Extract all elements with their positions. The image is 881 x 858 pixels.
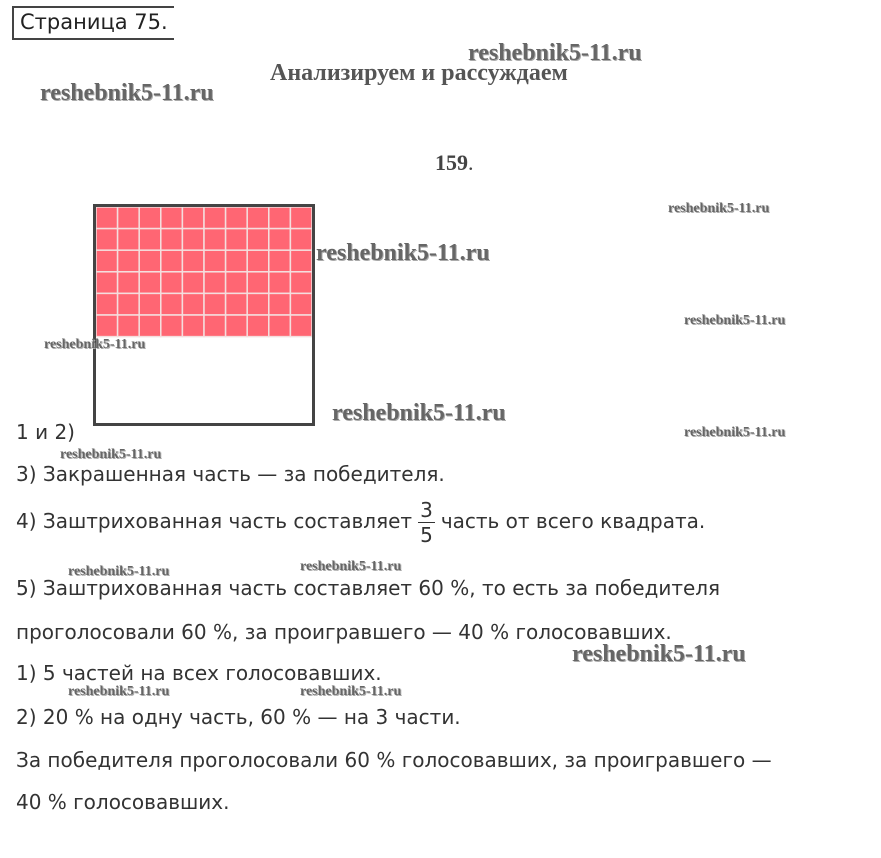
shaded-cell (203, 206, 227, 230)
solution-line-1: 1) 5 частей на всех голосовавших. (16, 661, 382, 685)
shaded-cell (268, 249, 292, 273)
exercise-number-suffix: . (468, 150, 474, 175)
shaded-cell (181, 271, 205, 295)
shaded-cell (203, 227, 227, 251)
shaded-cell (116, 314, 140, 338)
shaded-cell (160, 292, 184, 316)
watermark: reshebnik5-11.ru (668, 201, 770, 216)
line-4-after: часть от всего квадрата. (440, 509, 706, 533)
shaded-cell (268, 314, 292, 338)
shaded-cell (289, 314, 313, 338)
answer-line-5a: 5) Заштрихованная часть составляет 60 %,… (16, 576, 721, 600)
answer-line-3: 3) Закрашенная часть — за победителя. (16, 462, 445, 486)
line-4-before: 4) Заштрихованная часть составляет (16, 509, 413, 533)
shaded-cell (116, 227, 140, 251)
solution-line-2: 2) 20 % на одну часть, 60 % — на 3 части… (16, 705, 461, 729)
watermark: reshebnik5-11.ru (684, 425, 786, 440)
shaded-cell (246, 271, 270, 295)
watermark: reshebnik5-11.ru (44, 337, 146, 352)
exercise-number-value: 159 (435, 150, 468, 175)
fraction-numerator: 3 (418, 498, 435, 523)
shaded-cell (224, 206, 248, 230)
shaded-cell (160, 227, 184, 251)
shaded-cell (289, 206, 313, 230)
watermark: reshebnik5-11.ru (300, 684, 402, 699)
shaded-cell (224, 227, 248, 251)
shaded-cell (95, 206, 119, 230)
shaded-cell (95, 314, 119, 338)
watermark: reshebnik5-11.ru (572, 641, 746, 667)
shaded-cell (268, 271, 292, 295)
shaded-cell (138, 249, 162, 273)
shaded-cell (268, 227, 292, 251)
shaded-cell (203, 271, 227, 295)
shaded-cell (160, 206, 184, 230)
shaded-cell (268, 206, 292, 230)
conclusion-line-a: За победителя проголосовали 60 % голосов… (16, 748, 772, 772)
watermark: reshebnik5-11.ru (60, 447, 162, 462)
shaded-cell (246, 314, 270, 338)
shaded-cell (116, 292, 140, 316)
watermark: reshebnik5-11.ru (68, 684, 170, 699)
shaded-cell (138, 314, 162, 338)
shaded-cell (246, 292, 270, 316)
shaded-cell (289, 227, 313, 251)
shaded-cell (181, 292, 205, 316)
shaded-cell (116, 206, 140, 230)
watermark: reshebnik5-11.ru (316, 240, 490, 266)
shaded-cell (224, 271, 248, 295)
shaded-cell (116, 271, 140, 295)
watermark: reshebnik5-11.ru (40, 80, 214, 106)
shaded-cell (95, 271, 119, 295)
shaded-cell (160, 271, 184, 295)
shaded-cell (224, 249, 248, 273)
shaded-cell (138, 206, 162, 230)
fraction-denominator: 5 (420, 523, 433, 547)
watermark: reshebnik5-11.ru (332, 400, 506, 426)
shaded-cell (116, 249, 140, 273)
shaded-cell (95, 227, 119, 251)
conclusion-line-b: 40 % голосовавших. (16, 790, 230, 814)
shaded-cell (268, 292, 292, 316)
shaded-cell (203, 249, 227, 273)
shaded-cell (203, 292, 227, 316)
shaded-cell (203, 314, 227, 338)
watermark: reshebnik5-11.ru (684, 313, 786, 328)
shaded-cell (224, 314, 248, 338)
answer-line-4: 4) Заштрихованная часть составляет 3 5 част… (16, 498, 705, 547)
voting-square-figure (93, 204, 315, 426)
exercise-number: 159. (435, 150, 474, 176)
shaded-cell (95, 249, 119, 273)
page-label: Страница 75. (12, 6, 174, 40)
grid-svg (95, 206, 313, 338)
shaded-cell (138, 227, 162, 251)
shaded-cell (138, 271, 162, 295)
answer-line-5b: проголосовали 60 %, за проигравшего — 40… (16, 620, 672, 644)
watermark: reshebnik5-11.ru (300, 559, 402, 574)
shaded-cell (138, 292, 162, 316)
shaded-cell (160, 249, 184, 273)
shaded-cell (289, 249, 313, 273)
section-title: Анализируем и рассуждаем (270, 60, 568, 86)
shaded-cell (181, 314, 205, 338)
shaded-cell (246, 249, 270, 273)
shaded-cell (181, 249, 205, 273)
watermark: reshebnik5-11.ru (468, 40, 642, 66)
shaded-cell (160, 314, 184, 338)
shaded-cell (181, 227, 205, 251)
shaded-cell (246, 227, 270, 251)
shaded-cell (95, 292, 119, 316)
answer-line-1-2: 1 и 2) (16, 420, 75, 444)
shaded-cell (246, 206, 270, 230)
shaded-cell (181, 206, 205, 230)
shaded-cell (289, 292, 313, 316)
watermark: reshebnik5-11.ru (68, 564, 170, 579)
shaded-cell (289, 271, 313, 295)
shaded-cell (224, 292, 248, 316)
